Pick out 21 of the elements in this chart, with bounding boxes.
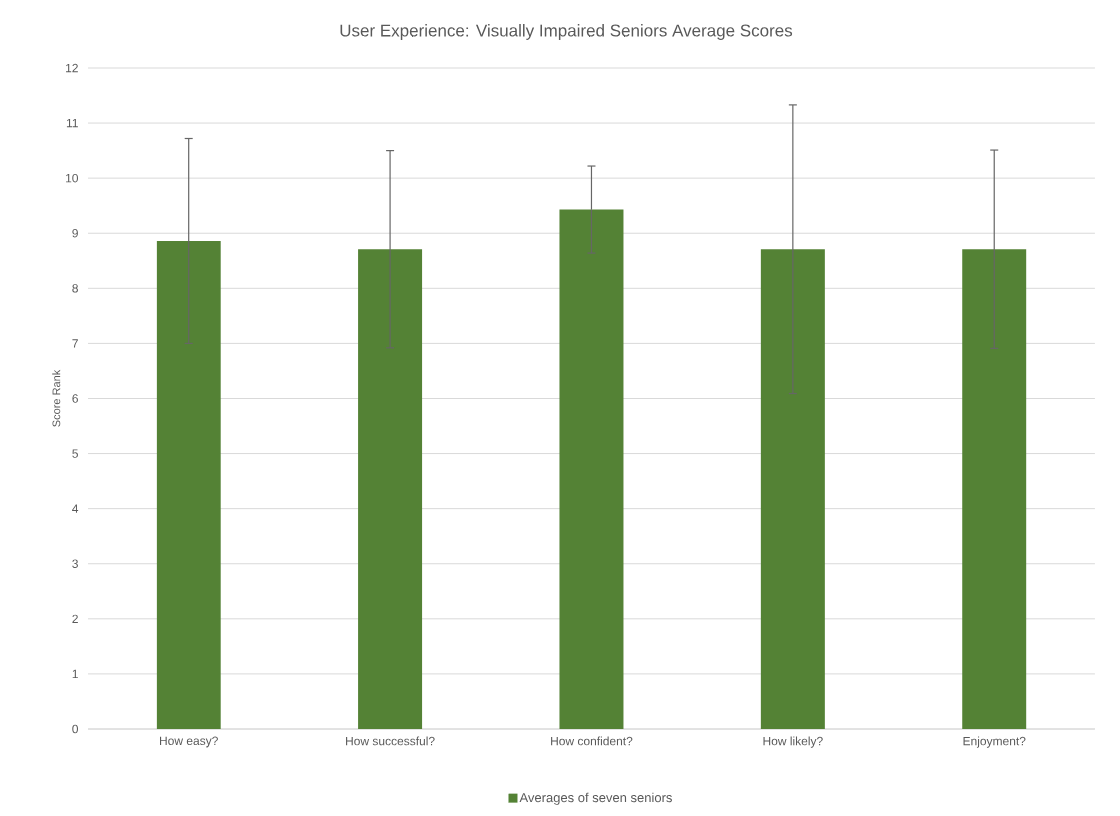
- y-tick-label: 6: [72, 394, 78, 403]
- chart-title: User Experience: Visually Impaired Seniors Average Scores: [340, 24, 793, 40]
- x-tick-label: How successful?: [346, 736, 435, 746]
- y-tick-label: 11: [66, 118, 78, 128]
- y-tick-label: 1: [72, 669, 78, 679]
- y-tick-label: 8: [72, 284, 78, 293]
- y-tick-label: 3: [72, 559, 78, 568]
- y-tick-label: 4: [72, 504, 79, 513]
- y-tick-label: 7: [72, 339, 78, 348]
- y-tick-label: 10: [66, 173, 79, 183]
- y-tick-label: 5: [72, 449, 78, 458]
- y-tick-label: 2: [72, 614, 78, 624]
- y-axis-title: Score Rank: [52, 369, 61, 427]
- x-tick-label: How likely?: [763, 736, 823, 748]
- legend-label: Averages of seven seniors: [519, 792, 672, 805]
- y-tick-label: 9: [72, 228, 78, 238]
- x-tick-label: Enjoyment?: [963, 736, 1026, 748]
- y-tick-label: 0: [72, 724, 79, 734]
- y-tick-label: 12: [66, 63, 78, 73]
- x-tick-label: How confident?: [551, 736, 633, 746]
- x-tick-label: How easy?: [160, 736, 218, 748]
